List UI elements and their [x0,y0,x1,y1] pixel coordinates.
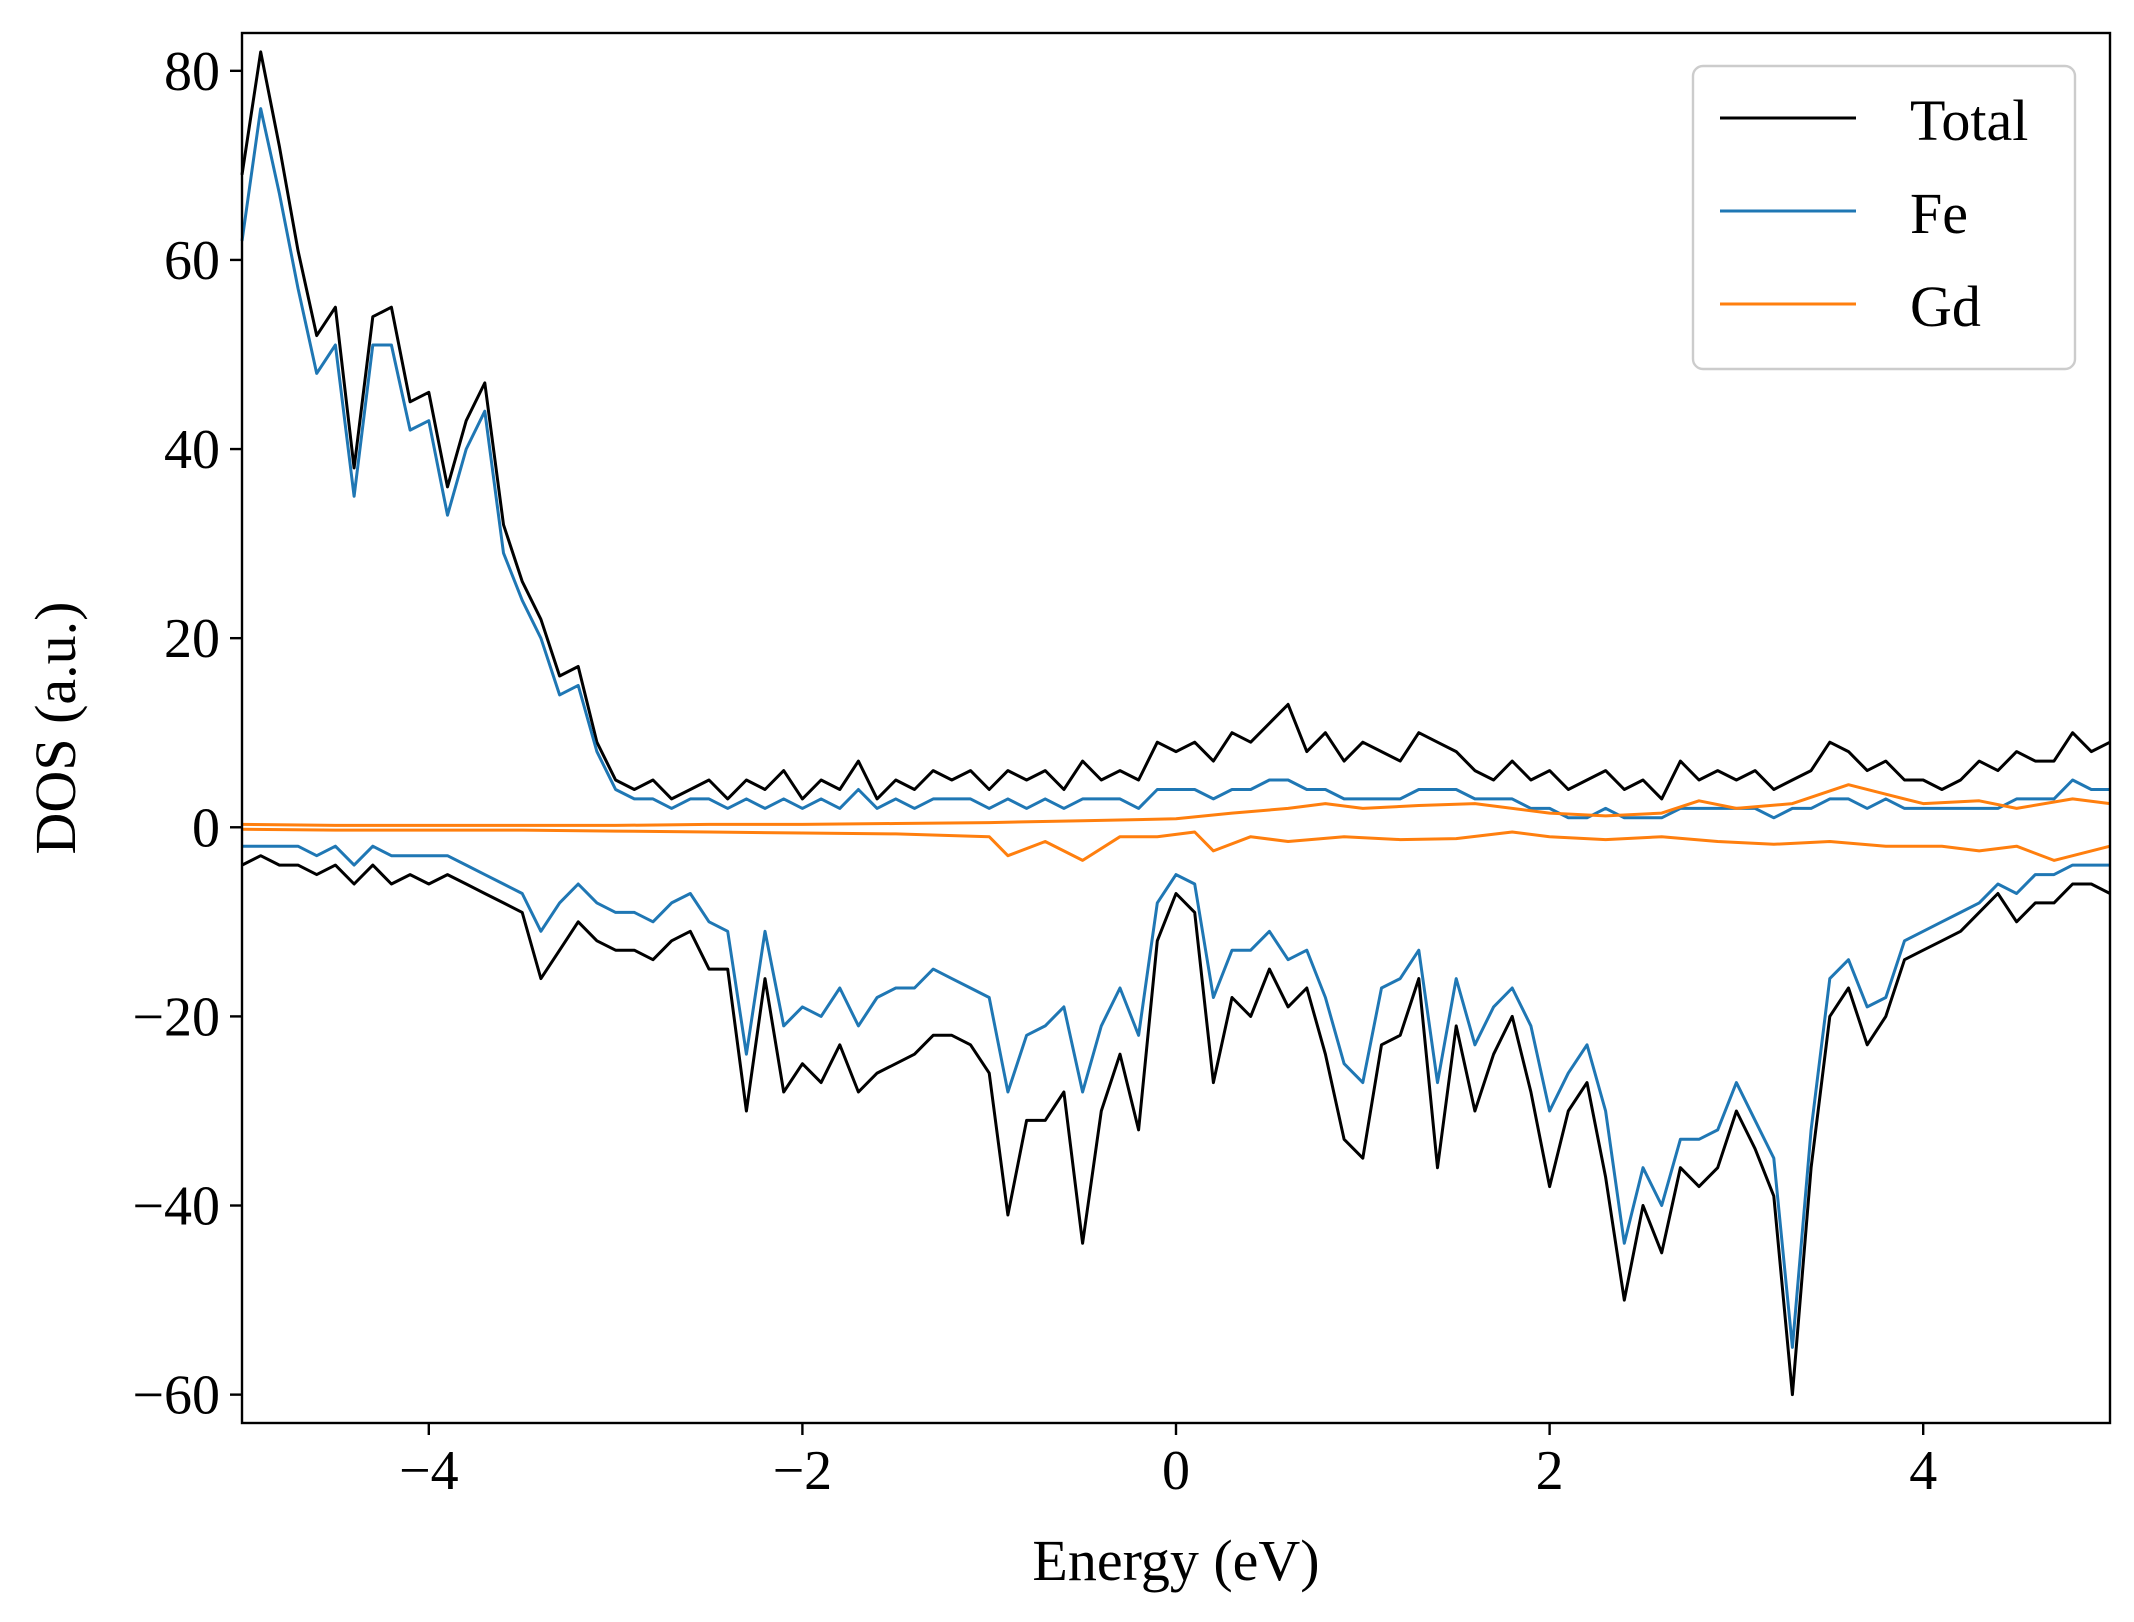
legend-label-gd: Gd [1910,274,1981,339]
x-axis: −4 −2 0 2 4 [399,1423,1937,1502]
series-line-fe-spin-down [242,844,2110,1349]
y-tick-label: 80 [164,41,220,103]
x-tick-label: 2 [1536,1440,1564,1502]
legend: Total Fe Gd [1691,64,2077,371]
y-tick-label: −40 [132,1176,220,1238]
x-tick-label: 4 [1909,1440,1937,1502]
y-tick-label: 0 [192,797,220,859]
series-line-total-spin-up [240,50,2111,801]
series-line-fe-spin-up [240,107,2110,820]
y-axis-label: DOS (a.u.) [23,602,88,855]
y-tick-label: 20 [164,608,220,670]
y-tick-label: 60 [164,230,220,292]
x-tick-label: −2 [773,1440,833,1502]
y-tick-label: −60 [132,1365,220,1427]
series-line-total-spin-down [241,854,2111,1397]
x-tick-label: −4 [399,1440,459,1502]
y-tick-label: −20 [132,986,220,1048]
series-layer [240,50,2111,1397]
y-tick-label: 40 [164,419,220,481]
legend-label-fe: Fe [1910,181,1968,246]
y-axis: −60 −40 −20 0 20 40 60 80 [132,41,242,1427]
x-axis-label: Energy (eV) [1032,1528,1319,1593]
series-line-gd-spin-up [241,783,2111,827]
x-tick-label: 0 [1162,1440,1190,1502]
series-line-gd-spin-down [241,827,2111,862]
legend-box [1691,64,2077,371]
legend-label-total: Total [1910,88,2028,153]
